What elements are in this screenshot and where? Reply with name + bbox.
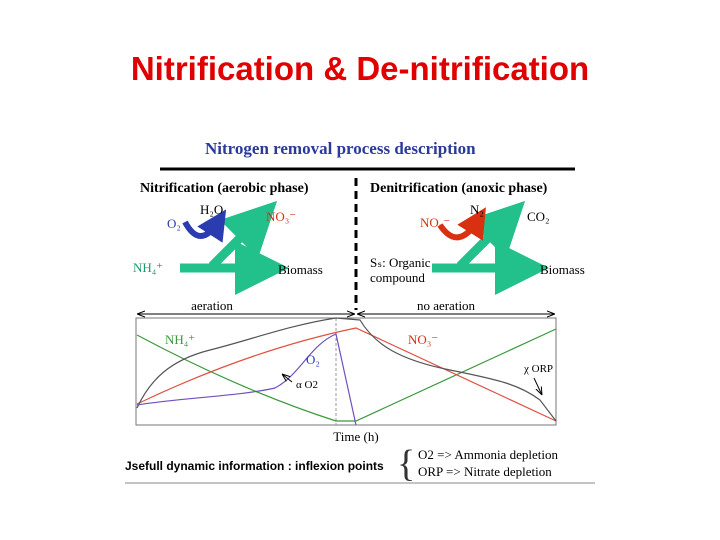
footer-point: O2 => Ammonia depletion xyxy=(418,447,558,462)
phase-label: aeration xyxy=(191,298,233,313)
diagram-title: Nitrogen removal process description xyxy=(205,139,476,158)
pointer xyxy=(533,377,542,395)
pointer xyxy=(282,374,293,383)
alpha-label: α O2 xyxy=(296,379,318,391)
n2-label: N₂ xyxy=(470,202,484,217)
no3-label: NO₃⁻ xyxy=(420,215,450,230)
blue-arrow xyxy=(182,209,227,243)
right-heading: Denitrification (anoxic phase) xyxy=(370,181,548,196)
no3-curve-label: NO₃⁻ xyxy=(408,332,438,347)
green-arrow xyxy=(456,200,526,270)
orp-label: χ ORP xyxy=(523,363,553,375)
brace: { xyxy=(397,443,415,485)
phase-label: no aeration xyxy=(417,298,476,313)
nh4-curve xyxy=(136,328,557,422)
orp-curve xyxy=(136,317,557,422)
substrate-label: compound xyxy=(370,270,425,285)
o2-label: O₂ xyxy=(167,216,181,231)
left-heading: Nitrification (aerobic phase) xyxy=(140,181,309,196)
graph-frame xyxy=(135,317,557,426)
substrate-label: Sₛ: Organic xyxy=(370,255,431,270)
biomass-label: Biomass xyxy=(278,262,323,277)
no3-label: NO₃⁻ xyxy=(266,209,296,224)
biomass-label: Biomass xyxy=(540,262,585,277)
footer-note: Jsefull dynamic information : inflexion … xyxy=(125,459,384,473)
x-axis-label: Time (h) xyxy=(333,429,378,444)
slide-title: Nitrification & De-nitrification xyxy=(131,50,589,87)
green-arrow xyxy=(208,200,278,270)
o2-curve xyxy=(136,333,357,426)
o2-curve-label: O₂ xyxy=(306,352,320,367)
footer-point: ORP => Nitrate depletion xyxy=(418,464,552,479)
nh4-label: NH₄⁺ xyxy=(133,260,163,275)
co2-label: CO₂ xyxy=(527,209,550,224)
no3-curve xyxy=(136,327,557,422)
h2o-label: H₂O xyxy=(200,202,223,217)
nh4-curve-label: NH₄⁺ xyxy=(165,332,195,347)
red-arrow xyxy=(437,207,486,241)
